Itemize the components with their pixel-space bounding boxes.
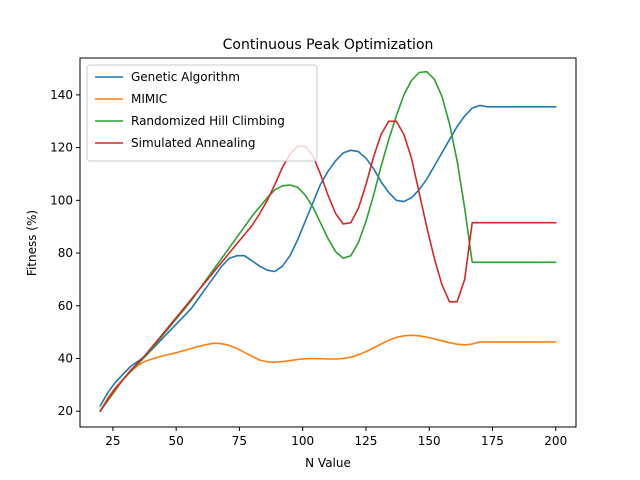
legend-label: MIMIC: [131, 92, 167, 106]
y-tick-label: 80: [58, 246, 73, 260]
y-tick-label: 120: [50, 141, 73, 155]
x-tick-label: 100: [291, 434, 314, 448]
series-line-1: [99, 334, 557, 413]
x-tick-label: 50: [169, 434, 184, 448]
x-tick-label: 175: [481, 434, 504, 448]
y-tick-label: 140: [50, 88, 73, 102]
chart-title: Continuous Peak Optimization: [223, 37, 434, 53]
y-tick-label: 60: [58, 299, 73, 313]
x-tick-label: 25: [105, 434, 120, 448]
legend-label: Simulated Annealing: [131, 136, 256, 150]
series-line-0: [99, 104, 557, 407]
y-tick-label: 20: [58, 404, 73, 418]
series-line-3: [99, 120, 557, 413]
legend-label: Genetic Algorithm: [131, 70, 240, 84]
x-tick-label: 125: [355, 434, 378, 448]
x-tick-label: 200: [544, 434, 567, 448]
x-axis-label: N Value: [305, 456, 351, 470]
y-tick-label: 40: [58, 351, 73, 365]
legend-label: Randomized Hill Climbing: [131, 114, 285, 128]
series-line-2: [99, 70, 557, 413]
ticks-layer: 25 50 75 100 125 150 175 200 20 40 60 80 100 120 140: [50, 88, 567, 448]
series-layer: [99, 70, 557, 413]
x-tick-label: 150: [418, 434, 441, 448]
x-tick-label: 75: [232, 434, 247, 448]
plot-frame: [79, 57, 577, 428]
y-tick-label: 100: [50, 193, 73, 207]
legend-box: [86, 64, 318, 162]
legend: Genetic Algorithm MIMIC Randomized Hill Cl…: [86, 64, 318, 162]
y-axis-label: Fitness (%): [25, 210, 39, 276]
